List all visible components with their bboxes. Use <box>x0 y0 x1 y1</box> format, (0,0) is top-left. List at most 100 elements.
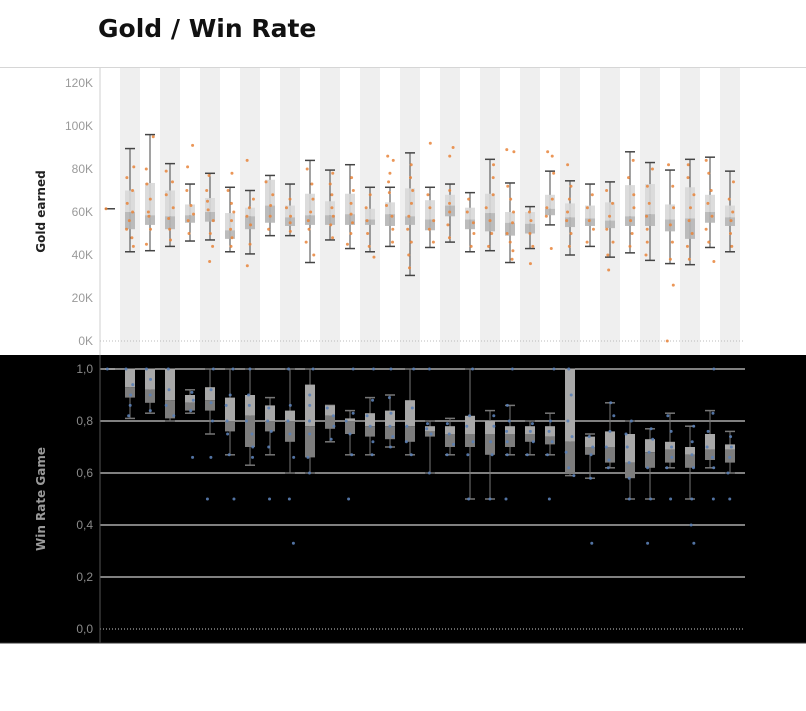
gold-point <box>731 180 735 184</box>
winrate-point <box>129 393 133 397</box>
gold-box-upper <box>625 185 635 217</box>
winrate-point <box>705 445 709 449</box>
gold-point <box>268 214 272 218</box>
winrate-y-tick-label: 0,6 <box>76 466 93 480</box>
gold-point <box>349 232 353 235</box>
winrate-point <box>370 453 374 457</box>
winrate-point <box>710 455 714 459</box>
gold-point <box>226 189 230 192</box>
gold-point <box>372 255 376 259</box>
winrate-point <box>128 403 132 407</box>
gold-box-lower <box>505 222 515 236</box>
winrate-point <box>371 440 375 444</box>
gold-point <box>710 214 714 218</box>
gold-point <box>310 182 314 186</box>
gold-box-lower <box>185 215 195 223</box>
gold-box-upper <box>385 202 395 215</box>
gold-point <box>391 240 395 244</box>
gold-point <box>505 232 509 235</box>
winrate-point <box>166 367 170 371</box>
winrate-point <box>545 453 549 457</box>
gold-box-lower <box>345 214 355 225</box>
winrate-point <box>690 440 694 444</box>
winrate-point <box>505 453 509 457</box>
gold-point <box>730 244 734 248</box>
gold-point <box>267 227 271 231</box>
gold-point <box>545 206 549 210</box>
winrate-point <box>649 427 653 431</box>
winrate-box-lower <box>525 434 535 442</box>
gold-point <box>428 141 432 145</box>
gold-box-lower <box>525 223 535 234</box>
winrate-box-lower <box>125 387 135 398</box>
winrate-point <box>692 541 696 545</box>
gold-point <box>131 244 135 248</box>
gold-point <box>528 232 532 235</box>
gold-point <box>312 253 316 257</box>
gold-y-tick-label: 20K <box>72 291 93 305</box>
gold-point <box>511 221 515 225</box>
winrate-box-upper <box>605 431 615 447</box>
gold-point <box>569 232 573 235</box>
gold-point <box>647 201 651 205</box>
winrate-point <box>711 411 715 415</box>
winrate-point <box>669 429 673 433</box>
winrate-point <box>287 367 291 371</box>
gold-point <box>631 158 635 162</box>
gold-point <box>208 232 212 235</box>
gold-box-upper <box>125 190 135 212</box>
winrate-point <box>350 453 354 457</box>
winrate-point <box>426 422 430 426</box>
gold-box-lower <box>405 216 415 225</box>
winrate-point <box>372 367 376 371</box>
winrate-point <box>391 435 395 439</box>
gold-point <box>350 176 354 180</box>
gold-point <box>329 223 333 227</box>
winrate-box-upper <box>325 405 335 416</box>
gold-point <box>387 191 391 195</box>
gold-point <box>211 219 215 223</box>
gold-point <box>307 227 311 231</box>
winrate-point <box>224 403 228 407</box>
winrate-point <box>227 453 231 457</box>
winrate-point <box>669 497 673 501</box>
gold-box-upper <box>545 194 555 209</box>
gold-point <box>407 214 411 218</box>
gold-box-lower <box>225 230 235 239</box>
gold-box-lower <box>425 219 435 231</box>
gold-point <box>508 240 512 244</box>
gold-box-upper <box>465 207 475 220</box>
gold-point <box>208 259 212 263</box>
winrate-point <box>510 367 514 371</box>
gold-point <box>552 171 556 175</box>
winrate-box-upper <box>285 410 295 421</box>
gold-point <box>427 227 431 231</box>
gold-point <box>645 227 649 231</box>
winrate-point <box>505 440 509 444</box>
winrate-point <box>609 401 613 405</box>
gold-point <box>488 219 492 223</box>
gold-point <box>245 264 249 268</box>
gold-box-upper <box>525 212 535 224</box>
winrate-box-lower <box>165 400 175 419</box>
gold-point <box>505 148 509 152</box>
gold-point <box>448 201 452 205</box>
winrate-point <box>612 414 616 418</box>
gold-point <box>349 201 353 205</box>
winrate-point <box>624 432 628 436</box>
winrate-box-lower <box>685 454 695 468</box>
gold-point <box>269 204 273 208</box>
winrate-point <box>311 367 315 371</box>
gold-point <box>531 244 535 248</box>
gold-box-upper <box>585 205 595 219</box>
winrate-point <box>425 427 429 431</box>
gold-point <box>628 244 632 248</box>
winrate-box-upper <box>685 447 695 455</box>
winrate-point <box>308 403 312 407</box>
gold-point <box>611 240 615 244</box>
gold-point <box>566 163 570 167</box>
gold-point <box>331 236 335 240</box>
gold-point <box>271 193 275 197</box>
gold-box-upper <box>425 200 435 220</box>
gold-point <box>566 210 570 214</box>
